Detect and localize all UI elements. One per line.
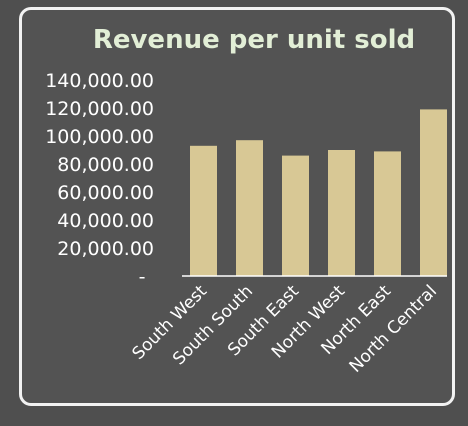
- y-tick-label: 80,000.00: [57, 154, 154, 176]
- y-tick-label: 20,000.00: [57, 238, 154, 260]
- y-tick-label: 40,000.00: [57, 210, 154, 232]
- y-tick-label: 120,000.00: [45, 98, 154, 120]
- bar: [328, 150, 355, 276]
- y-tick-label: 60,000.00: [57, 182, 154, 204]
- y-tick-label: 100,000.00: [45, 126, 154, 148]
- chart-title: Revenue per unit sold: [93, 25, 415, 55]
- bar: [190, 145, 217, 276]
- bar: [236, 140, 263, 276]
- bars: [190, 109, 447, 277]
- y-axis-ticks: - 20,000.00 40,000.00 60,000.00 80,000.00 100…: [45, 70, 154, 288]
- bar: [420, 109, 447, 277]
- bar: [282, 155, 309, 276]
- y-tick-label: 140,000.00: [45, 70, 154, 92]
- y-tick-label: -: [139, 266, 146, 288]
- bar: [374, 151, 401, 276]
